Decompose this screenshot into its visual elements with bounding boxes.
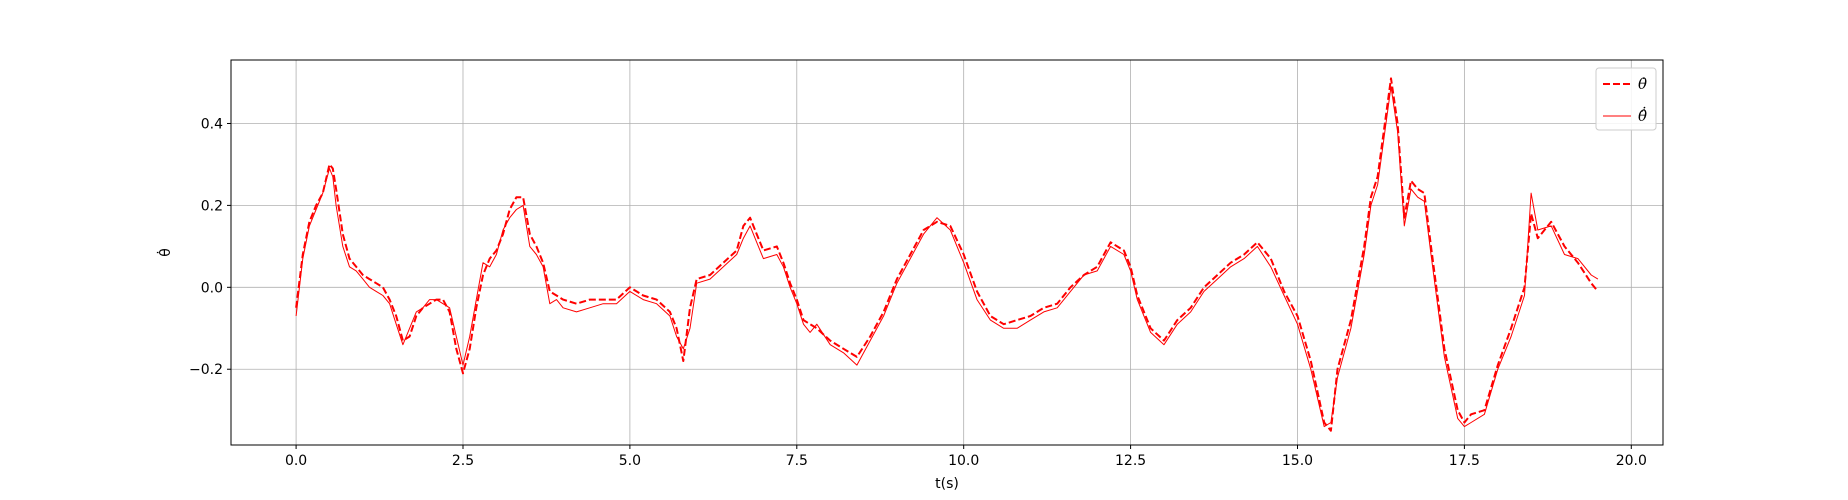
series-layer (295, 77, 1599, 432)
x-axis-label: t(s) (935, 476, 959, 492)
series-line-theta-dot (295, 77, 1599, 432)
legend: θ̇ θ̂̇ (1595, 67, 1657, 131)
legend-box (1595, 67, 1657, 131)
x-tick-label: 12.5 (1115, 453, 1146, 469)
x-tick-label: 5.0 (619, 453, 641, 469)
y-tick-label: −0.2 (189, 362, 223, 378)
x-tick-label: 7.5 (786, 453, 808, 469)
x-tick-label: 10.0 (948, 453, 979, 469)
x-tick-label: 0.0 (285, 453, 307, 469)
y-tick-label: 0.2 (201, 198, 223, 214)
x-tick-label: 2.5 (452, 453, 474, 469)
grid (231, 60, 1663, 445)
series-line-theta-hat-dot (295, 86, 1599, 428)
y-tick-label: 0.0 (201, 280, 223, 296)
x-tick-label: 17.5 (1449, 453, 1480, 469)
axis-ticks: 0.0 2.5 5.0 7.5 10.0 12.5 15.0 17.5 20.0 −0.2 0.0 0… (189, 116, 1647, 469)
x-tick-label: 20.0 (1616, 453, 1647, 469)
legend-label-theta-dot: θ̇ (1638, 75, 1647, 93)
legend-label-theta-hat-dot: θ̂̇ (1638, 106, 1647, 125)
x-tick-label: 15.0 (1282, 453, 1313, 469)
y-tick-label: 0.4 (201, 116, 223, 132)
y-axis-label: θ̇ (156, 248, 174, 257)
plot-frame (230, 59, 1664, 446)
